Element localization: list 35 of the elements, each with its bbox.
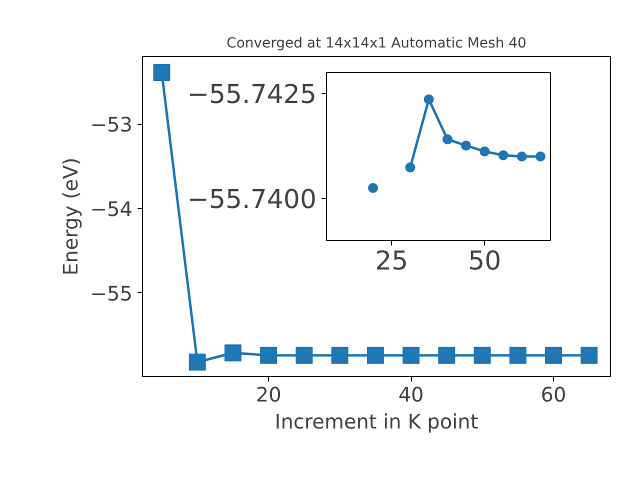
- point: [402, 346, 420, 364]
- point: [224, 344, 242, 362]
- y-tick-label: −54: [90, 196, 133, 221]
- point: [442, 134, 452, 144]
- point: [438, 346, 456, 364]
- point: [368, 183, 378, 193]
- y-tick-label: −55: [90, 281, 133, 306]
- point: [405, 162, 416, 172]
- point: [461, 140, 472, 151]
- point: [516, 152, 527, 162]
- point: [260, 346, 278, 364]
- y-axis-title: Energy (eV): [58, 158, 82, 276]
- x-tick-label: 40: [398, 382, 424, 406]
- y-tick-label: −53: [90, 112, 133, 137]
- point: [580, 346, 598, 364]
- point: [498, 150, 508, 160]
- point: [509, 346, 526, 364]
- point: [296, 346, 313, 364]
- point: [424, 94, 434, 104]
- y-tick-label: −55.7400: [187, 185, 317, 215]
- point: [474, 346, 491, 364]
- point: [153, 64, 170, 82]
- y-tick-label: −55.7425: [187, 80, 317, 110]
- point: [545, 346, 562, 364]
- x-tick-label: 25: [375, 246, 408, 276]
- chart-title: Converged at 14x14x1 Automatic Mesh 40: [226, 36, 526, 52]
- point: [366, 346, 384, 364]
- point: [535, 152, 546, 162]
- x-tick-label: 20: [256, 382, 282, 406]
- point: [188, 354, 206, 371]
- point: [331, 346, 348, 364]
- x-tick-label: 50: [468, 246, 502, 276]
- x-axis-title: Increment in K point: [274, 410, 478, 434]
- point: [480, 146, 490, 156]
- x-tick-label: 60: [540, 382, 566, 406]
